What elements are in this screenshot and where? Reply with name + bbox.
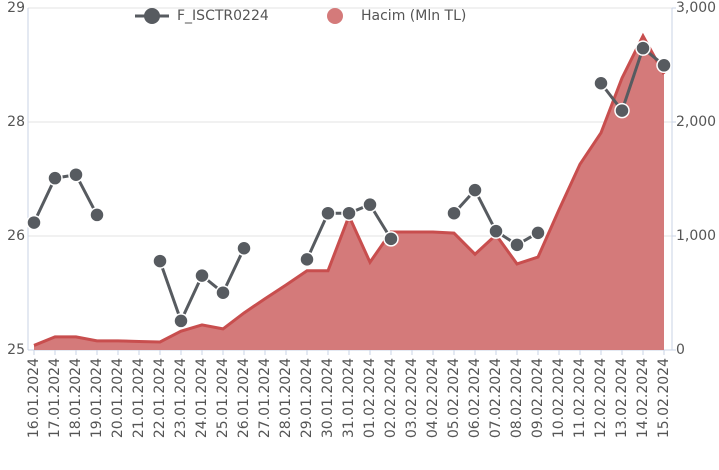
legend-marker [327, 8, 343, 24]
x-tick-label: 24.01.2024 [194, 358, 210, 438]
point [467, 182, 483, 198]
x-tick-label: 09.02.2024 [530, 358, 546, 438]
x-tick-label: 15.02.2024 [656, 358, 672, 438]
area [34, 35, 664, 351]
x-tick-label: 13.02.2024 [614, 358, 630, 438]
y2-tick-label: 3,000 [676, 0, 716, 16]
point [362, 196, 378, 213]
y2-tick-label: 1,000 [676, 228, 716, 244]
point [446, 205, 462, 221]
point [152, 253, 168, 269]
x-tick-label: 19.01.2024 [89, 358, 105, 438]
x-tick-label: 08.02.2024 [509, 358, 525, 438]
x-tick-label: 17.01.2024 [47, 358, 63, 438]
legend-label: Hacim (Mln TL) [361, 8, 466, 24]
point [320, 205, 336, 221]
point [173, 313, 189, 329]
x-tick-label: 28.01.2024 [278, 358, 294, 438]
x-tick-label: 14.02.2024 [635, 358, 651, 438]
x-tick-label: 05.02.2024 [446, 358, 462, 438]
x-tick-label: 20.01.2024 [110, 358, 126, 438]
point [341, 205, 357, 221]
point [635, 40, 651, 56]
x-tick-label: 25.01.2024 [215, 358, 231, 438]
x-tick-label: 31.01.2024 [341, 358, 357, 438]
legend-marker [144, 8, 160, 24]
x-tick-label: 03.02.2024 [404, 358, 420, 438]
point [47, 170, 63, 186]
point [194, 267, 210, 284]
point [488, 223, 504, 239]
point [656, 57, 672, 74]
x-tick-label: 30.01.2024 [320, 358, 336, 438]
point [530, 225, 546, 241]
x-tick-label: 10.02.2024 [551, 358, 567, 438]
point [26, 214, 42, 231]
x-tick-label: 11.02.2024 [572, 358, 588, 438]
y-tick-label: 25 [7, 342, 25, 358]
y2-tick-label: 2,000 [676, 114, 716, 130]
point [509, 237, 525, 253]
point [68, 166, 84, 183]
x-tick-label: 18.01.2024 [68, 358, 84, 438]
x-tick-label: 29.01.2024 [299, 358, 315, 438]
x-tick-label: 16.01.2024 [26, 358, 42, 438]
x-tick-label: 02.02.2024 [383, 358, 399, 438]
y-tick-label: 26 [7, 228, 25, 244]
x-tick-label: 21.01.2024 [131, 358, 147, 438]
x-tick-label: 22.01.2024 [152, 358, 168, 438]
x-tick-label: 01.02.2024 [362, 358, 378, 438]
y-tick-label: 28 [7, 114, 25, 130]
y-tick-label: 29 [7, 0, 25, 16]
x-tick-label: 07.02.2024 [488, 358, 504, 438]
y2-tick-label: 0 [676, 342, 685, 358]
legend-label: F_ISCTR0224 [177, 8, 269, 24]
x-tick-label: 23.01.2024 [173, 358, 189, 438]
point [89, 207, 105, 223]
x-tick-label: 12.02.2024 [593, 358, 609, 438]
x-tick-label: 26.01.2024 [236, 358, 252, 438]
point [299, 251, 315, 268]
x-tick-label: 04.02.2024 [425, 358, 441, 438]
x-tick-label: 06.02.2024 [467, 358, 483, 438]
point [236, 240, 252, 257]
point [383, 231, 399, 247]
point [215, 284, 231, 301]
x-tick-label: 27.01.2024 [257, 358, 273, 438]
point [614, 102, 630, 119]
point [593, 75, 609, 91]
